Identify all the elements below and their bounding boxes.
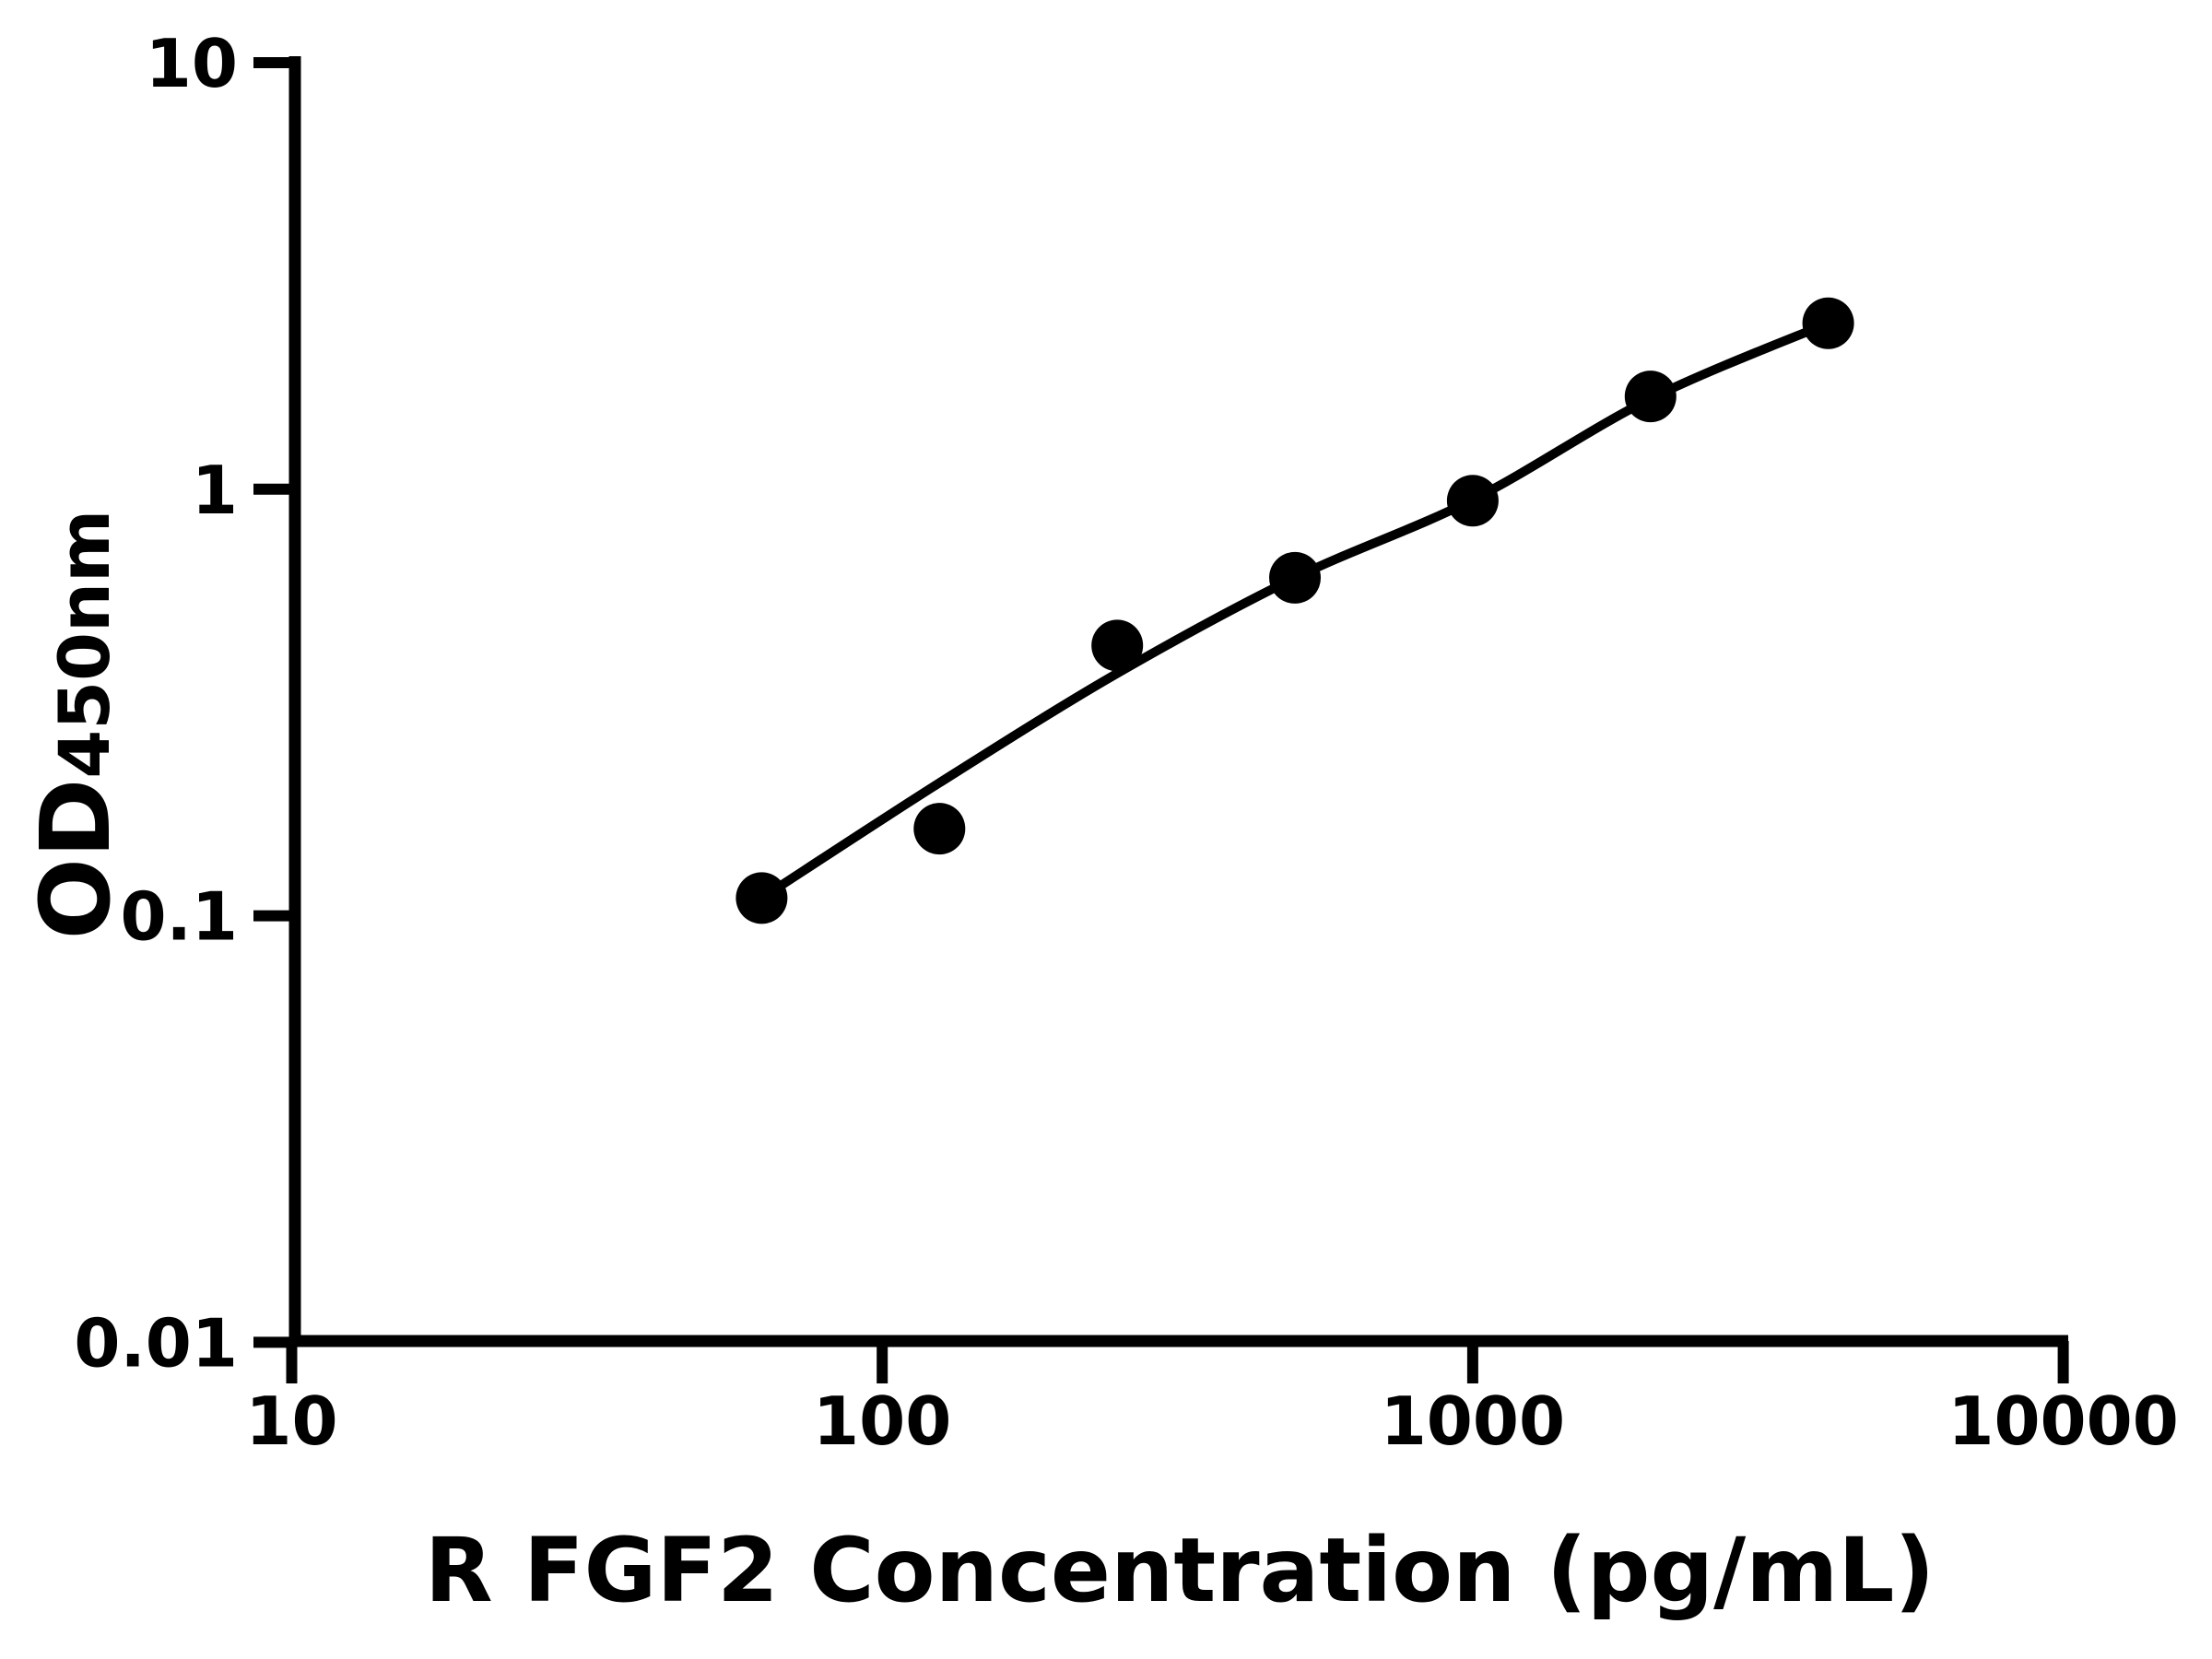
data-point	[913, 803, 966, 855]
y-tick-label: 10	[146, 25, 238, 102]
y-axis-tick-labels: 10 1 0.1 0.01	[74, 25, 238, 1382]
x-axis-title: R FGF2 Concentration (pg/mL)	[425, 1519, 1936, 1622]
y-axis-title-main: OD	[19, 779, 132, 940]
y-tick-label: 0.1	[120, 878, 238, 956]
y-axis-title-sub: 450nm	[43, 510, 125, 779]
data-point	[735, 872, 788, 924]
x-axis-ticks	[286, 1341, 2069, 1383]
x-tick-label: 100	[813, 1382, 951, 1460]
y-tick-label: 0.01	[74, 1304, 238, 1382]
x-tick-label: 1000	[1381, 1382, 1565, 1460]
data-point	[1446, 475, 1499, 527]
x-tick-label: 10000	[1947, 1382, 2179, 1460]
data-point	[1802, 297, 1854, 349]
y-axis-ticks	[253, 57, 292, 1348]
data-point	[1269, 551, 1321, 604]
data-point	[1624, 371, 1677, 423]
y-axis-title: OD450nm	[19, 510, 132, 940]
data-point	[1091, 619, 1144, 672]
x-tick-label: 10	[245, 1382, 337, 1460]
x-axis-tick-labels: 10 100 1000 10000	[245, 1382, 2178, 1460]
data-points	[735, 297, 1854, 924]
axes: 10 1 0.1 0.01 10 100 1000 10000	[74, 25, 2179, 1460]
y-tick-label: 1	[192, 452, 238, 529]
